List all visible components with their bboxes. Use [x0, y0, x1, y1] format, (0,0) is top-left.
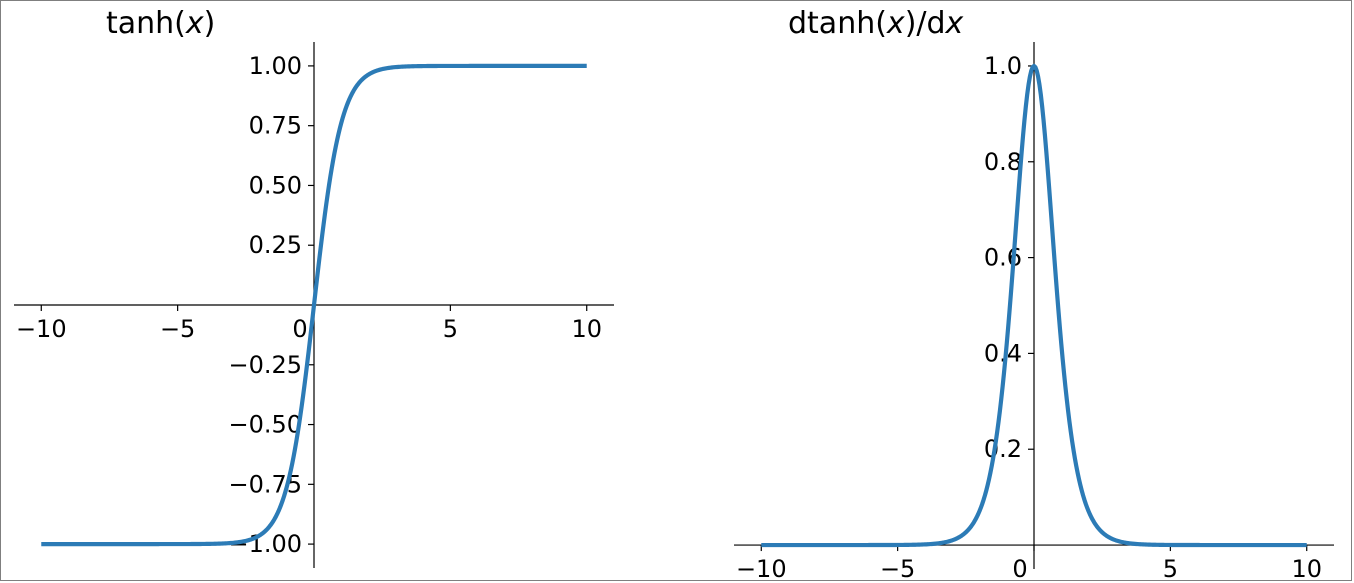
- y-tick-label: 0.2: [984, 435, 1022, 463]
- y-tick-label: 1.00: [249, 52, 302, 80]
- y-tick-label: 0.50: [249, 171, 302, 199]
- x-tick-label: 10: [571, 315, 602, 343]
- tanh-plot: −10 −5 0 5 10−1.00−0.75−0.50−0.250.250.500.7…: [14, 6, 614, 568]
- x-tick-label: 0: [1012, 555, 1027, 582]
- y-tick-label: −0.25: [228, 351, 302, 379]
- y-tick-label: 0.75: [249, 112, 302, 140]
- y-tick-label: −1.00: [228, 530, 302, 558]
- x-tick-label: −5: [880, 555, 915, 582]
- x-tick-label: 5: [1163, 555, 1178, 582]
- y-tick-label: 0.8: [984, 148, 1022, 176]
- chart-title: tanh(x): [106, 6, 215, 41]
- x-tick-label: 0: [292, 315, 307, 343]
- y-tick-label: 0.25: [249, 231, 302, 259]
- x-tick-label: −10: [16, 315, 67, 343]
- series-line: [40, 63, 588, 547]
- x-tick-label: 10: [1291, 555, 1322, 582]
- chart-title: dtanh(x)/dx: [788, 6, 964, 41]
- x-tick-label: −10: [736, 555, 787, 582]
- y-tick-label: 1.0: [984, 52, 1022, 80]
- x-tick-label: −5: [160, 315, 195, 343]
- y-tick-label: −0.50: [228, 411, 302, 439]
- series-line: [760, 63, 1308, 548]
- x-tick-label: 5: [443, 315, 458, 343]
